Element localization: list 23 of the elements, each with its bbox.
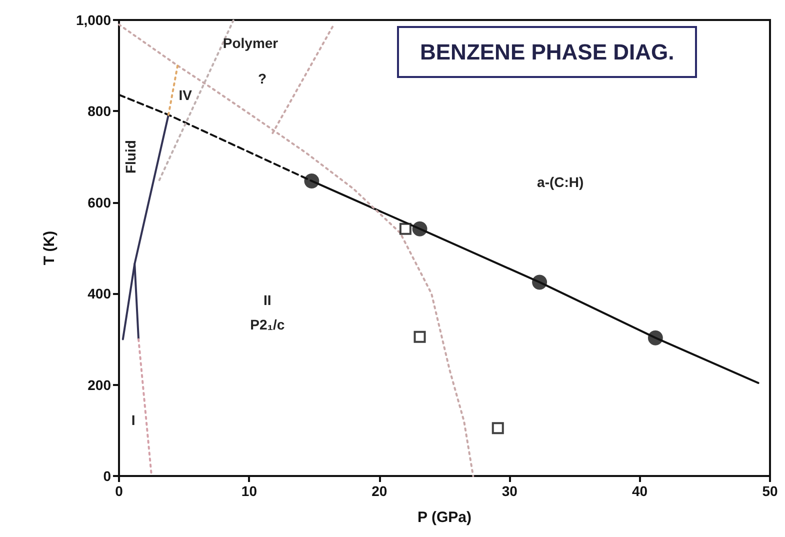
annotation: Polymer (222, 34, 279, 51)
x-tick-label: 10 (241, 483, 258, 499)
y-tick-label: 200 (88, 376, 112, 393)
text: BENZENE PHASE DIAG. (420, 40, 674, 64)
annotation: ? (258, 70, 266, 86)
y-tick-label: 400 (88, 286, 112, 302)
annotation: II (264, 292, 272, 308)
x-tick-label: 30 (502, 483, 518, 499)
x-tick-label: 40 (632, 483, 648, 499)
y-axis-title: T (K) (41, 230, 58, 266)
annotation: a-(C:H) (537, 174, 584, 190)
y-tick-label: 1,000 (76, 12, 112, 28)
annotation: Fluid (122, 140, 139, 174)
x-tick-label: 20 (372, 483, 388, 499)
y-tick-label: 600 (88, 194, 112, 210)
annotation: IV (178, 87, 193, 104)
x-axis-title: P (GPa) (418, 509, 472, 526)
x-tick-label: 50 (762, 483, 778, 499)
annotation: I (131, 412, 136, 428)
x-tick-label: 0 (115, 483, 124, 499)
y-tick-label: 800 (88, 103, 112, 120)
y-tick-label: 0 (103, 468, 112, 484)
annotation: P2₁/c (250, 316, 285, 333)
